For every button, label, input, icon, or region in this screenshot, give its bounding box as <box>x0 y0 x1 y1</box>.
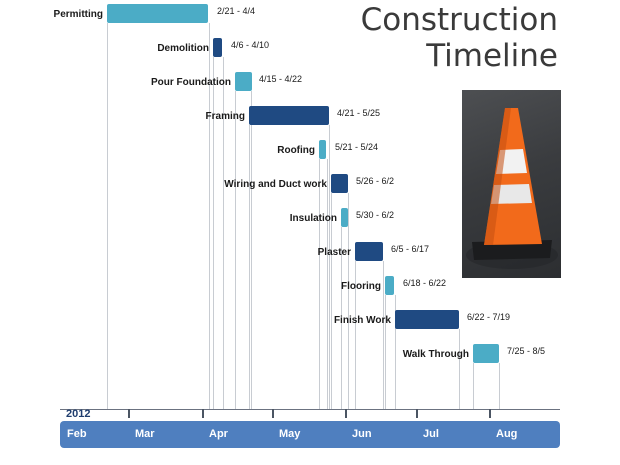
task-start-guide <box>331 193 332 409</box>
task-end-guide <box>459 329 460 409</box>
month-band <box>60 421 560 448</box>
task-name: Finish Work <box>333 315 391 326</box>
task-bar <box>395 310 459 329</box>
month-tick <box>345 409 347 418</box>
task-end-guide <box>223 57 224 409</box>
task-bar <box>355 242 383 261</box>
month-label-jun: Jun <box>352 428 372 440</box>
task-date-range: 6/18 - 6/22 <box>403 278 447 288</box>
task-date-range: 5/26 - 6/2 <box>356 176 395 186</box>
month-label-apr: Apr <box>209 428 228 440</box>
task-end-guide <box>499 363 500 409</box>
title-line-2: Timeline <box>426 38 558 74</box>
axis-line <box>60 409 560 410</box>
task-start-guide <box>235 91 236 409</box>
month-label-aug: Aug <box>496 428 518 440</box>
traffic-cone-graphic <box>466 108 558 269</box>
month-label-jul: Jul <box>423 428 439 440</box>
task-name: Plaster <box>317 247 351 258</box>
task-bar <box>331 174 348 193</box>
task-date-range: 4/21 - 5/25 <box>337 108 381 118</box>
task-end-guide <box>209 23 210 409</box>
task-name: Permitting <box>53 9 103 20</box>
month-tick <box>202 409 204 418</box>
task-start-guide <box>213 57 214 409</box>
task-bar <box>249 106 329 125</box>
task-name: Flooring <box>341 281 381 292</box>
task-start-guide <box>107 23 108 409</box>
task-date-range: 6/5 - 6/17 <box>391 244 430 254</box>
task-end-guide <box>327 159 328 409</box>
task-bar <box>235 72 252 91</box>
task-bar <box>213 38 222 57</box>
task-start-guide <box>385 295 386 409</box>
task-start-guide <box>341 227 342 409</box>
task-name: Walk Through <box>402 349 469 360</box>
task-bar <box>385 276 394 295</box>
task-bar <box>107 4 208 23</box>
task-start-guide <box>395 329 396 409</box>
task-name: Wiring and Duct work <box>224 179 327 190</box>
task-end-guide <box>251 91 252 409</box>
task-start-guide <box>473 363 474 409</box>
page-title: Construction Timeline <box>361 2 558 74</box>
task-end-guide <box>348 227 349 409</box>
task-start-guide <box>355 261 356 409</box>
traffic-cone-icon <box>462 90 561 278</box>
task-name: Roofing <box>277 145 315 156</box>
task-start-guide <box>249 125 250 409</box>
month-tick <box>489 409 491 418</box>
task-date-range: 4/15 - 4/22 <box>259 74 303 84</box>
title-line-1: Construction <box>360 2 558 38</box>
month-tick <box>128 409 130 418</box>
month-tick <box>272 409 274 418</box>
task-name: Demolition <box>157 43 209 54</box>
task-name: Pour Foundation <box>151 77 231 88</box>
task-date-range: 5/30 - 6/2 <box>356 210 395 220</box>
task-name: Insulation <box>289 213 337 224</box>
task-bar <box>473 344 499 363</box>
task-end-guide <box>383 261 384 409</box>
task-date-range: 2/21 - 4/4 <box>217 6 256 16</box>
task-bar <box>319 140 326 159</box>
task-start-guide <box>319 159 320 409</box>
month-label-feb: Feb <box>67 428 87 440</box>
task-end-guide <box>329 125 330 409</box>
task-date-range: 7/25 - 8/5 <box>507 346 546 356</box>
task-name: Framing <box>205 111 245 122</box>
task-date-range: 5/21 - 5/24 <box>335 142 379 152</box>
month-label-mar: Mar <box>135 428 155 440</box>
month-label-may: May <box>279 428 301 440</box>
task-date-range: 4/6 - 4/10 <box>231 40 270 50</box>
year-label: 2012 <box>66 408 91 420</box>
task-date-range: 6/22 - 7/19 <box>467 312 511 322</box>
task-bar <box>341 208 348 227</box>
month-tick <box>416 409 418 418</box>
